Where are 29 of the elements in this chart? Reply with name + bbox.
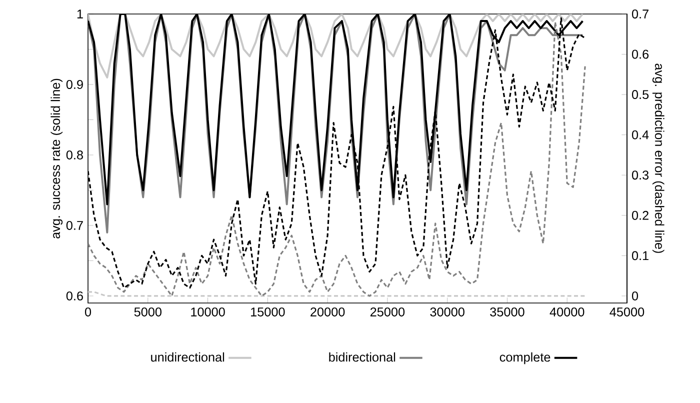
line-series [88,14,584,78]
x-tick-label: 5000 [134,307,162,316]
legend-label: complete [500,352,550,364]
y-tick-label: 0.8 [66,150,83,160]
y2-tick-label: 0.7 [632,10,648,18]
x-tick-label: 15000 [251,307,285,316]
y2-tick-label: 0.5 [632,90,649,100]
y2-axis-title: avg. prediction error (dashed line) [652,64,664,253]
x-tick-label: 45000 [610,307,644,316]
y2-tick-label: 0.2 [632,210,648,220]
y-axis-title: avg. success rate (solid line) [50,78,63,238]
legend-label: unidirectional [151,352,224,362]
y-tick-label: 0.7 [66,220,83,230]
y2-tick-label: 0.4 [632,130,649,140]
y2-tick-label: 0.1 [632,251,648,260]
x-tick-label: 20000 [310,307,345,316]
x-tick-label: 0 [84,307,92,316]
x-tick-label: 25000 [370,307,405,316]
x-tick-label: 30000 [430,307,464,316]
y-tick-label: 0.9 [66,80,83,89]
x-tick-label: 40000 [550,307,584,316]
y-tick-label: 1 [77,10,83,18]
y-tick-label: 0.6 [66,291,83,300]
x-tick-label: 10000 [191,307,225,316]
legend-label: bidirectional [329,352,396,362]
y2-tick-label: 0.6 [632,50,649,59]
y2-tick-label: 0 [632,291,638,300]
y2-tick-label: 0.3 [632,170,649,180]
x-tick-label: 35000 [490,307,524,316]
